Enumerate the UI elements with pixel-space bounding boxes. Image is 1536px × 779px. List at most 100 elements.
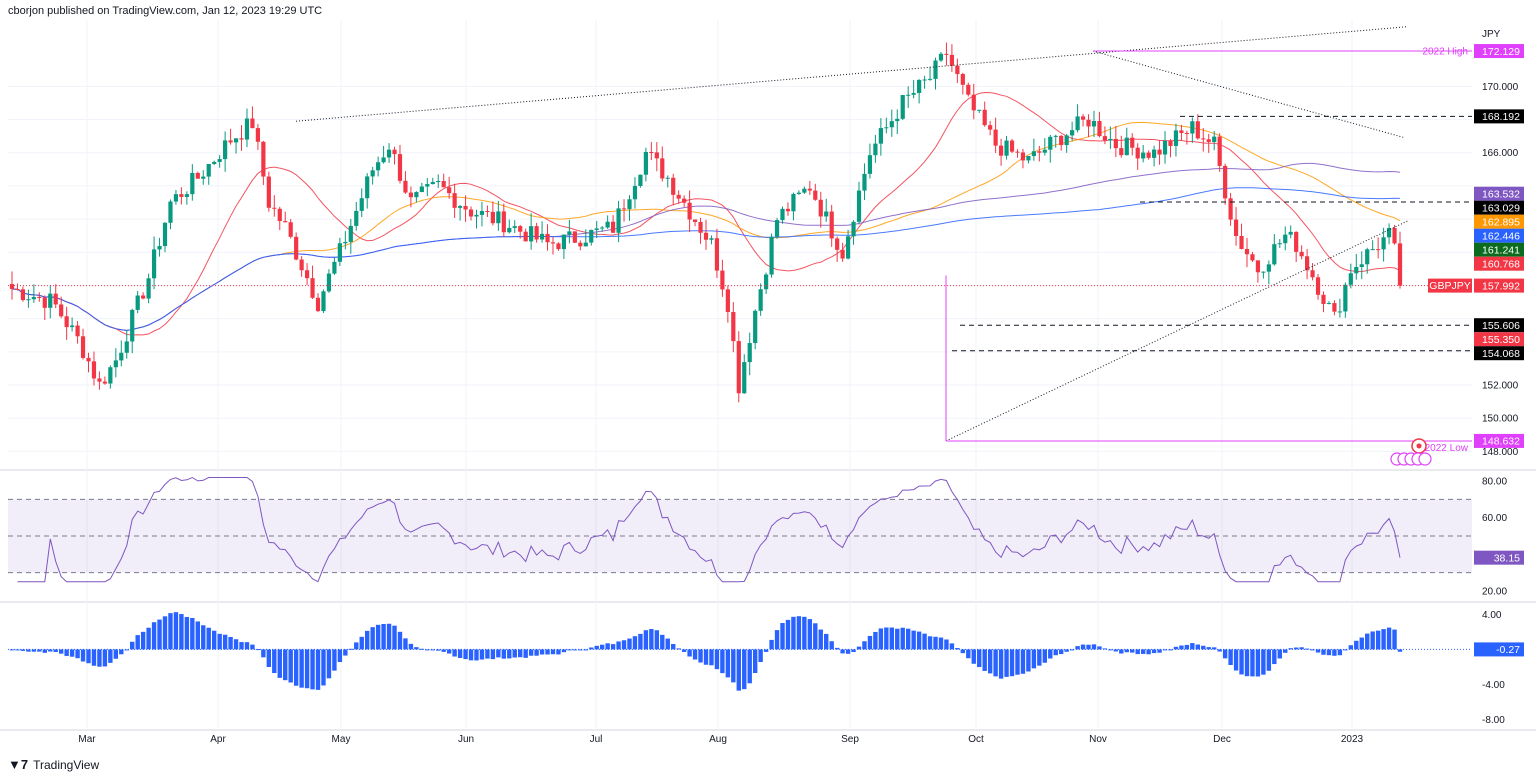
- price-label-box: [1474, 346, 1524, 361]
- macd-bar: [1102, 648, 1108, 650]
- rsi-value-box: [1474, 550, 1524, 565]
- candle-body: [594, 228, 599, 230]
- event-marker-dot-icon: [1416, 443, 1422, 449]
- candle-body: [135, 295, 140, 310]
- candle-body: [1091, 121, 1097, 127]
- macd-bar: [895, 628, 900, 650]
- candle-body: [119, 352, 124, 361]
- macd-bar: [1228, 649, 1233, 666]
- macd-bar: [343, 649, 348, 656]
- macd-bar: [283, 649, 288, 681]
- candle-body: [157, 246, 162, 250]
- macd-bar: [643, 630, 649, 650]
- candle-body: [223, 140, 228, 160]
- macd-bar: [211, 630, 217, 650]
- candle-body: [867, 155, 873, 174]
- candle-body: [441, 181, 446, 188]
- macd-bar: [1009, 649, 1015, 677]
- macd-bar: [752, 649, 758, 674]
- macd-bar: [873, 631, 878, 650]
- macd-bar: [1397, 649, 1403, 652]
- macd-bar: [1304, 648, 1310, 650]
- candle-body: [988, 125, 993, 130]
- macd-bar: [452, 649, 457, 657]
- macd-bar: [1195, 644, 1201, 650]
- candle-body: [447, 187, 452, 194]
- candle-body: [75, 325, 80, 337]
- candle-body: [403, 180, 408, 193]
- candle-body: [102, 381, 107, 384]
- symbol-tag-text: GBPJPY: [1429, 280, 1470, 292]
- candle-body: [1337, 311, 1342, 313]
- candle-body: [545, 233, 550, 243]
- macd-bar: [1337, 649, 1343, 656]
- macd-bar: [1332, 649, 1337, 656]
- candle-body: [1162, 140, 1168, 155]
- candle-body: [343, 241, 348, 244]
- macd-bar: [791, 616, 796, 650]
- macd-bar: [1326, 649, 1332, 656]
- macd-bar: [692, 649, 698, 660]
- candle-body: [605, 221, 610, 228]
- macd-bar: [703, 649, 709, 665]
- macd-bar: [1386, 627, 1392, 650]
- candle-body: [1048, 136, 1053, 150]
- macd-bar: [348, 648, 354, 650]
- macd-bar: [370, 627, 375, 650]
- candle-body: [315, 297, 321, 312]
- price-label-text: 154.068: [1482, 348, 1520, 360]
- candle-body: [507, 227, 512, 233]
- candle-body: [452, 193, 457, 208]
- candle-body: [190, 172, 195, 195]
- macd-bar: [845, 649, 851, 654]
- candle-body: [20, 289, 26, 300]
- candle-body: [600, 227, 605, 229]
- candle-body: [1299, 251, 1304, 257]
- candle-body: [1223, 165, 1228, 199]
- candle-body: [911, 93, 916, 95]
- macd-bar: [1365, 633, 1370, 650]
- candle-body: [1386, 228, 1392, 238]
- macd-bar: [1015, 649, 1020, 675]
- candle-body: [1026, 156, 1031, 161]
- price-label-text: 155.350: [1482, 334, 1520, 346]
- macd-bar: [80, 649, 86, 662]
- candle-body: [108, 367, 113, 384]
- macd-bar: [1069, 649, 1075, 651]
- price-label-text: 148.632: [1482, 436, 1520, 448]
- candle-body: [206, 163, 211, 177]
- time-tick: Sep: [841, 734, 859, 745]
- macd-bar: [64, 649, 69, 656]
- candle-body: [884, 127, 889, 129]
- candle-body: [791, 193, 796, 212]
- candle-body: [141, 295, 146, 299]
- candle-body: [709, 238, 714, 240]
- candle-body: [589, 229, 594, 243]
- macd-bar: [304, 649, 310, 689]
- macd-bar: [124, 649, 129, 651]
- candle-body: [1343, 284, 1348, 312]
- candle-body: [326, 273, 332, 292]
- macd-bar: [922, 633, 927, 650]
- candle-body: [212, 161, 217, 164]
- macd-bar: [1359, 637, 1364, 650]
- macd-bar: [364, 630, 370, 650]
- candle-body: [889, 121, 894, 128]
- candle-body: [294, 236, 299, 260]
- macd-histogram-panel: [8, 612, 1472, 691]
- candle-body: [862, 173, 867, 191]
- published-by-text: cborjon published on TradingView.com, Ja…: [8, 5, 323, 17]
- macd-bar: [938, 637, 944, 650]
- macd-bar: [572, 649, 578, 651]
- candle-body: [337, 243, 342, 262]
- macd-bar: [905, 628, 911, 650]
- macd-bar: [1217, 649, 1222, 652]
- candle-body: [1359, 264, 1364, 267]
- macd-bar: [550, 649, 556, 655]
- macd-bar: [1119, 649, 1124, 654]
- candle-body: [1201, 138, 1206, 140]
- macd-bar: [1255, 649, 1261, 677]
- macd-bar: [58, 649, 64, 654]
- macd-bar: [1250, 649, 1255, 677]
